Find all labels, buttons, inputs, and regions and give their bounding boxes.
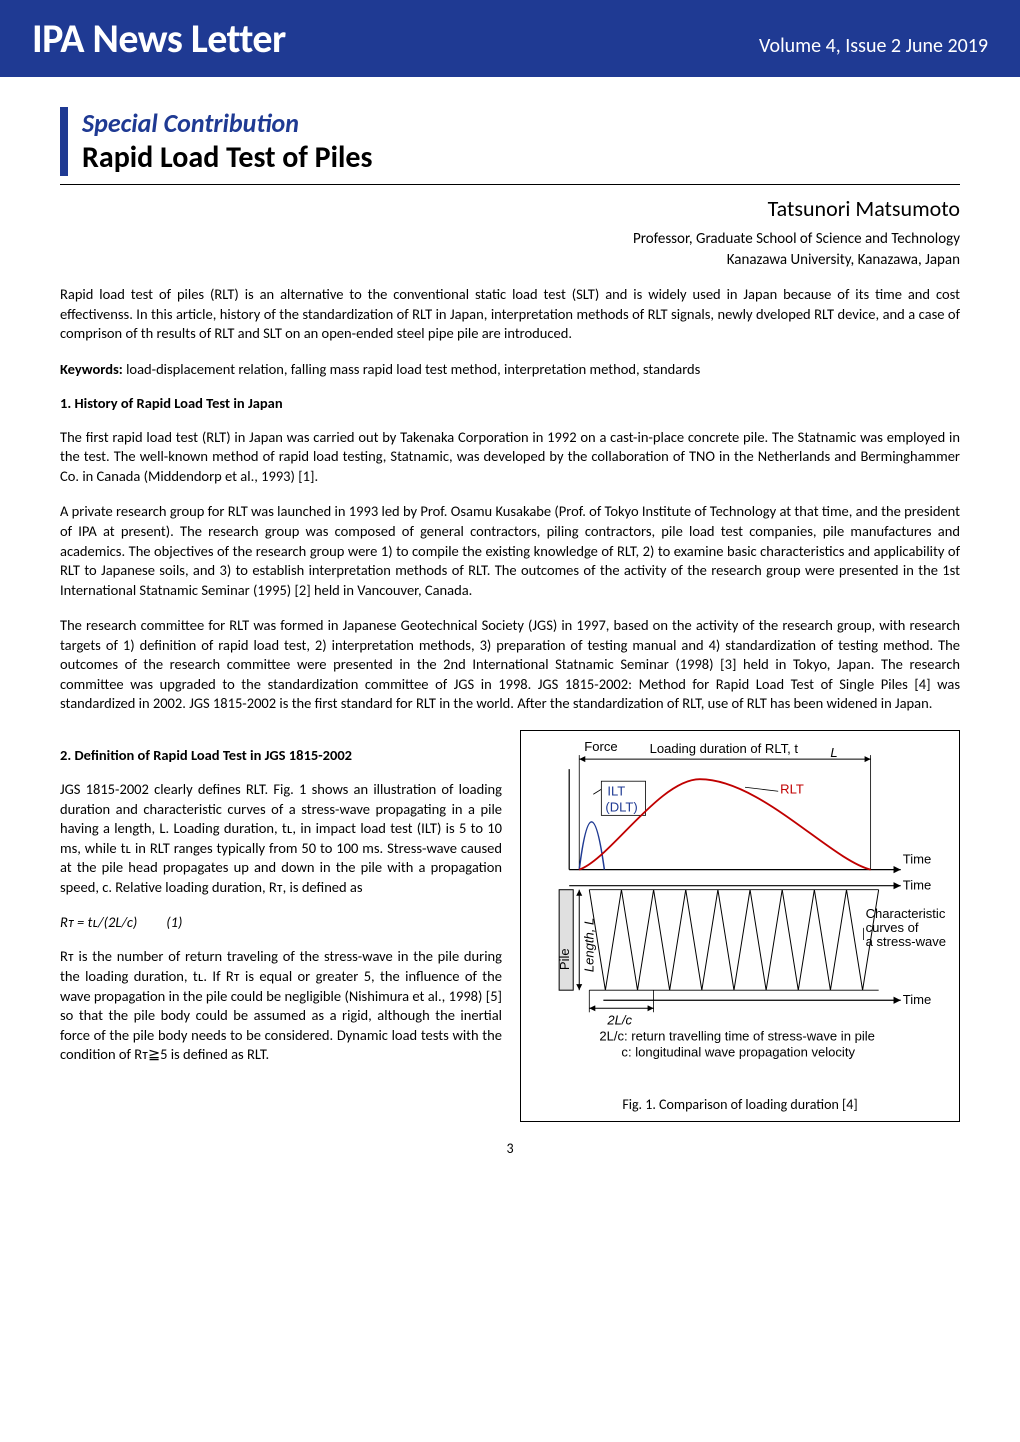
svg-text:Time: Time	[903, 878, 932, 893]
banner-issue: Volume 4, Issue 2 June 2019	[759, 34, 988, 58]
figure-1-svg: Force Loading duration of RLT, t L Time Time…	[529, 739, 951, 1081]
svg-text:Time: Time	[903, 852, 932, 867]
para-3: The research committee for RLT was forme…	[60, 616, 960, 714]
section-label: Special Contribution	[82, 107, 960, 139]
heading-2: 2. Definition of Rapid Load Test in JGS …	[60, 746, 502, 764]
author-affiliation-2: Kanazawa University, Kanazawa, Japan	[60, 251, 960, 269]
svg-text:2L/c: return travelling time o: 2L/c: return travelling time of stress-w…	[599, 1028, 875, 1043]
two-column-region: 2. Definition of Rapid Load Test in JGS …	[60, 730, 960, 1122]
section-title: Rapid Load Test of Piles	[82, 139, 960, 176]
equation-1: Rᴛ = tʟ/(2L/c) (1)	[60, 913, 502, 931]
para-2: A private research group for RLT was lau…	[60, 502, 960, 600]
svg-text:c: longitudinal wave propagati: c: longitudinal wave propagation velocit…	[621, 1044, 855, 1059]
heading-1: 1. History of Rapid Load Test in Japan	[60, 394, 960, 412]
para-4: JGS 1815-2002 clearly defines RLT. Fig. …	[60, 780, 502, 897]
title-underline	[60, 184, 960, 185]
keywords-label: Keywords:	[60, 360, 123, 378]
svg-text:ILT: ILT	[607, 783, 625, 798]
svg-text:curves of: curves of	[866, 920, 919, 935]
svg-text:RLT: RLT	[780, 781, 804, 796]
svg-text:Time: Time	[903, 992, 932, 1007]
para-1: The first rapid load test (RLT) in Japan…	[60, 428, 960, 487]
svg-text:Pile: Pile	[557, 948, 572, 970]
figure-caption: Fig. 1. Comparison of loading duration […	[529, 1096, 951, 1113]
keywords-text: load-displacement relation, falling mass…	[123, 360, 701, 378]
author-name: Tatsunori Matsumoto	[60, 195, 960, 222]
banner: IPA News Letter Volume 4, Issue 2 June 2…	[0, 0, 1020, 77]
abstract-para: Rapid load test of piles (RLT) is an alt…	[60, 285, 960, 344]
author-affiliation-1: Professor, Graduate School of Science an…	[60, 230, 960, 248]
page-number: 3	[60, 1140, 960, 1157]
keywords-line: Keywords: load-displacement relation, fa…	[60, 360, 960, 378]
svg-text:Loading duration of RLT, t: Loading duration of RLT, t	[650, 741, 799, 756]
svg-text:L: L	[830, 745, 837, 760]
banner-title: IPA News Letter	[32, 14, 286, 63]
svg-text:Force: Force	[584, 739, 617, 754]
svg-text:a stress-wave: a stress-wave	[866, 934, 946, 949]
svg-text:(DLT): (DLT)	[605, 799, 637, 814]
svg-text:Characteristic: Characteristic	[866, 906, 946, 921]
page-content: Special Contribution Rapid Load Test of …	[0, 77, 1020, 1177]
section-header: Special Contribution Rapid Load Test of …	[60, 107, 960, 176]
para-5: Rᴛ is the number of return traveling of …	[60, 947, 502, 1064]
svg-text:2L/c: 2L/c	[606, 1012, 632, 1027]
svg-text:Length, L: Length, L	[581, 918, 596, 972]
left-column: 2. Definition of Rapid Load Test in JGS …	[60, 730, 502, 1122]
figure-box: Force Loading duration of RLT, t L Time Time…	[520, 730, 960, 1122]
